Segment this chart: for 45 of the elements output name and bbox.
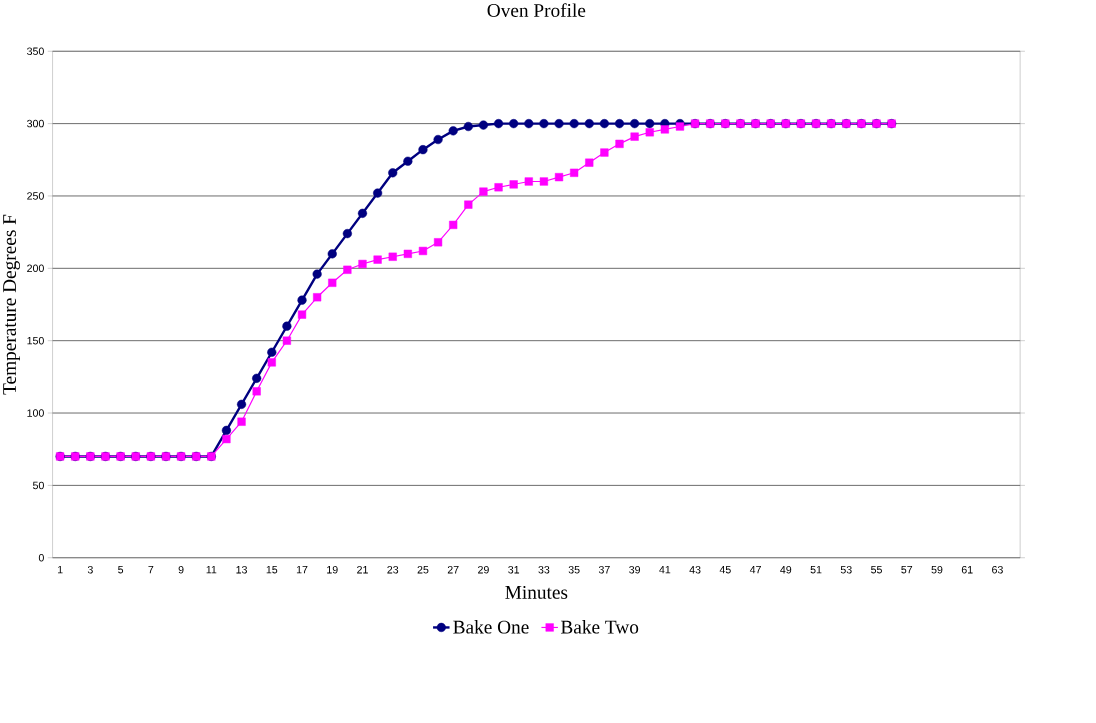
x-tick-label: 1 [57,566,63,574]
y-tick-label: 350 [27,47,44,56]
legend-label: Bake One [453,620,529,634]
chart-title: Oven Profile [487,3,586,18]
x-tick-label: 41 [659,566,671,574]
x-tick-label: 21 [357,566,368,574]
x-tick-label: 27 [447,566,459,574]
x-tick-label: 45 [719,566,731,574]
x-tick-label: 11 [206,566,217,574]
x-tick-label: 31 [508,566,520,574]
y-tick-label: 300 [27,120,44,128]
x-tick-label: 59 [931,566,943,574]
x-tick-label: 23 [387,566,399,574]
x-tick-label: 43 [689,566,701,574]
x-axis-title: Minutes [505,586,568,599]
x-tick-label: 3 [87,566,93,574]
x-tick-label: 25 [417,566,429,574]
y-tick-label: 0 [38,554,44,562]
x-tick-label: 35 [568,566,580,574]
x-tick-label: 29 [478,566,489,574]
x-tick-label: 51 [810,566,822,574]
x-tick-label: 47 [749,566,761,574]
x-tick-label: 15 [266,566,278,574]
x-tick-label: 57 [901,566,913,574]
y-axis-title: Temperature Degrees F [3,214,21,395]
y-tick-label: 50 [32,481,44,490]
y-tick-label: 150 [27,337,44,345]
x-tick-label: 53 [840,566,852,574]
y-tick-label: 200 [27,264,44,273]
x-tick-label: 19 [327,566,338,574]
x-tick-label: 49 [780,566,792,574]
x-tick-label: 17 [296,566,308,574]
legend-label: Bake Two [560,620,639,634]
x-tick-label: 13 [236,566,247,574]
x-tick-label: 9 [178,566,184,574]
x-tick-label: 63 [992,566,1003,574]
x-tick-label: 55 [871,566,882,574]
x-tick-label: 61 [961,566,973,574]
x-tick-label: 7 [148,566,154,574]
x-tick-label: 37 [598,566,610,574]
x-tick-label: 39 [629,566,641,574]
y-tick-label: 250 [27,192,44,200]
y-tick-label: 100 [27,409,44,417]
x-tick-label: 5 [118,566,124,574]
x-tick-label: 33 [538,566,550,574]
